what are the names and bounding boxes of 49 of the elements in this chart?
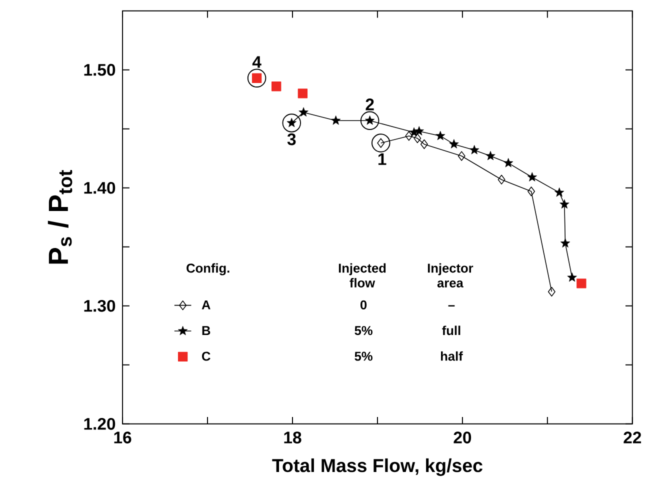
y-tick-label: 1.40 xyxy=(84,182,116,194)
annotation: – xyxy=(448,305,455,306)
point xyxy=(498,174,506,184)
point xyxy=(272,82,282,92)
x-tick-label: 18 xyxy=(284,432,302,444)
point xyxy=(486,150,496,160)
annotation: 5% xyxy=(354,326,372,336)
x-tick-label: 16 xyxy=(114,432,132,444)
point xyxy=(436,130,446,140)
legend-label: C xyxy=(202,352,210,361)
point xyxy=(560,199,570,209)
annotation: Injected flow xyxy=(338,263,386,288)
point xyxy=(470,145,480,154)
point xyxy=(548,286,556,297)
annotation: 2 xyxy=(366,98,374,110)
point xyxy=(405,131,413,141)
x-axis-title: Total Mass Flow, kg/sec xyxy=(272,458,482,476)
point xyxy=(567,272,577,282)
annotation: 5% xyxy=(354,352,372,361)
point xyxy=(560,238,570,248)
y-tick-label: 1.20 xyxy=(84,418,116,430)
point xyxy=(554,188,564,197)
legend-label: A xyxy=(202,300,210,310)
point xyxy=(503,158,514,168)
x-tick-label: 22 xyxy=(624,432,642,444)
point xyxy=(527,172,537,182)
point xyxy=(414,133,422,144)
point xyxy=(528,186,536,196)
annotation: Injector area xyxy=(428,263,474,288)
point xyxy=(298,107,308,117)
point xyxy=(576,278,586,288)
point xyxy=(330,116,341,125)
annotation: full xyxy=(442,326,460,336)
annotation: 0 xyxy=(360,300,367,310)
point xyxy=(449,139,459,148)
legend-label: B xyxy=(202,326,210,335)
annotation: 4 xyxy=(252,56,262,68)
y-tick-label: 1.30 xyxy=(84,300,116,312)
annotation: 1 xyxy=(378,153,386,165)
y-tick-label: 1.50 xyxy=(84,64,116,76)
point xyxy=(420,139,428,150)
point xyxy=(458,151,466,161)
legend-title: Config. xyxy=(186,263,230,276)
point xyxy=(414,126,424,136)
x-tick-label: 20 xyxy=(454,432,472,444)
y-axis-title: P$_{s}$ / P$_{tot}$ xyxy=(48,170,72,264)
point xyxy=(298,88,308,98)
annotation: half xyxy=(441,351,463,361)
annotation: 3 xyxy=(287,133,296,146)
